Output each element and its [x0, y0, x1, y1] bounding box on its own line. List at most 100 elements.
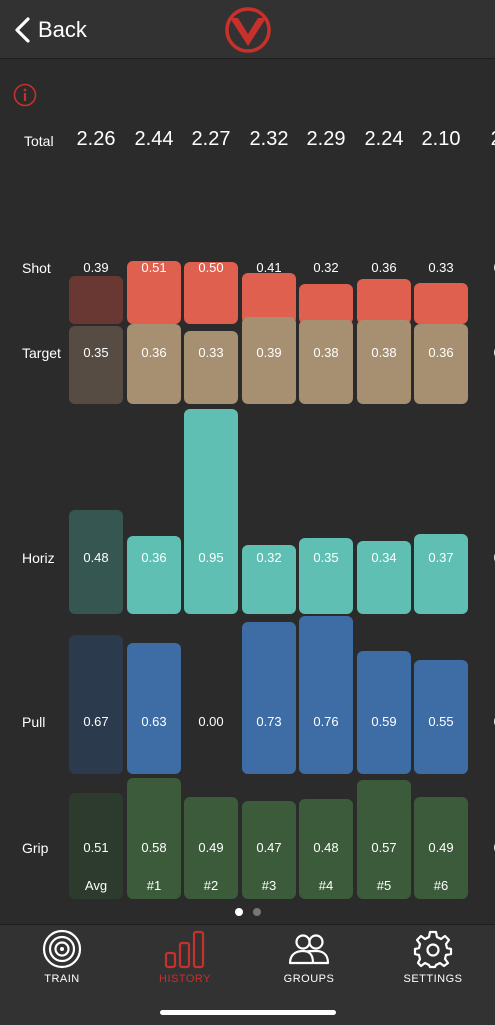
grip-value: 0.51: [83, 840, 109, 855]
grip-value: 0.49: [428, 840, 454, 855]
shot-value: 0.32: [313, 260, 339, 275]
horiz-bar[interactable]: [414, 534, 468, 614]
horiz-value: 0.36: [141, 550, 167, 565]
grip-value: 0.49: [198, 840, 224, 855]
shot-bar[interactable]: [69, 276, 123, 324]
target-rings-icon: [42, 929, 82, 969]
target-value: 0.33: [198, 345, 224, 360]
grip-value: 0.57: [371, 840, 397, 855]
grip-bar[interactable]: [184, 797, 238, 899]
target-bar[interactable]: [299, 320, 353, 404]
users-icon: [288, 934, 330, 965]
pull-value: 0.55: [428, 714, 454, 729]
tab-groups[interactable]: GROUPS: [254, 925, 364, 995]
pull-value: 0.73: [256, 714, 282, 729]
shot-bar[interactable]: [299, 284, 353, 324]
tab-settings[interactable]: SETTINGS: [378, 925, 488, 995]
horiz-bar[interactable]: [184, 409, 238, 614]
row-label-target: Target: [22, 345, 61, 361]
horiz-value: 0.34: [371, 550, 397, 565]
pull-bar[interactable]: [357, 651, 411, 774]
shot-bar[interactable]: [184, 262, 238, 324]
grip-bar[interactable]: [357, 780, 411, 899]
row-label-grip: Grip: [22, 840, 49, 856]
column-label[interactable]: #5: [376, 878, 392, 893]
column-label[interactable]: Avg: [84, 878, 108, 893]
target-value: 0.36: [428, 345, 454, 360]
target-bar[interactable]: [69, 326, 123, 404]
horiz-value: 0.37: [428, 550, 454, 565]
horiz-value: 0.95: [198, 550, 224, 565]
target-bar[interactable]: [414, 324, 468, 404]
target-value: 0.38: [313, 345, 339, 360]
horiz-bar[interactable]: [357, 541, 411, 614]
home-indicator: [160, 1010, 336, 1015]
target-bar[interactable]: [184, 331, 238, 404]
total-value: 2.: [471, 128, 495, 151]
shot-bar[interactable]: [242, 273, 296, 324]
target-value: 0.: [472, 345, 495, 360]
tab-settings-label: SETTINGS: [403, 973, 463, 985]
horiz-bar[interactable]: [242, 545, 296, 614]
tab-history[interactable]: HISTORY: [130, 925, 240, 995]
column-label[interactable]: #2: [203, 878, 219, 893]
column-label[interactable]: #6: [433, 878, 449, 893]
shot-value: 0.51: [141, 260, 167, 275]
pull-bar[interactable]: [69, 635, 123, 774]
target-bar[interactable]: [242, 317, 296, 404]
total-value: 2.24: [364, 128, 404, 150]
page-dot[interactable]: [252, 908, 261, 916]
grip-bar[interactable]: [299, 799, 353, 899]
tab-train-label: TRAIN: [44, 973, 80, 985]
horiz-bar[interactable]: [299, 538, 353, 614]
pull-bar[interactable]: [242, 622, 296, 774]
shot-bar[interactable]: [127, 261, 181, 324]
info-icon[interactable]: [13, 83, 37, 107]
column-label[interactable]: #3: [261, 878, 277, 893]
horiz-bar[interactable]: [127, 536, 181, 614]
grip-bar[interactable]: [127, 778, 181, 899]
shot-value: 0.50: [198, 260, 224, 275]
column-label[interactable]: #1: [146, 878, 162, 893]
total-value: 2.44: [134, 128, 174, 150]
total-value: 2.10: [421, 128, 461, 150]
target-value: 0.38: [371, 345, 397, 360]
shot-value: 0.41: [256, 260, 282, 275]
grip-bar[interactable]: [69, 793, 123, 899]
pull-value: 0.76: [313, 714, 339, 729]
row-label-shot: Shot: [22, 260, 51, 276]
grip-bar[interactable]: [242, 801, 296, 899]
total-value: 2.29: [306, 128, 346, 150]
grip-bar[interactable]: [414, 797, 468, 899]
grip-value: 0.47: [256, 840, 282, 855]
target-bar[interactable]: [357, 320, 411, 404]
pull-bar[interactable]: [299, 616, 353, 774]
column-label[interactable]: #: [471, 878, 495, 893]
pull-value: 0.: [472, 714, 495, 729]
page-indicator[interactable]: [0, 908, 495, 920]
gear-icon: [413, 930, 453, 969]
row-label-horiz: Horiz: [22, 550, 55, 566]
pull-bar[interactable]: [414, 660, 468, 774]
target-value: 0.36: [141, 345, 167, 360]
back-button[interactable]: Back: [12, 14, 87, 46]
target-bar[interactable]: [127, 324, 181, 404]
grip-value: 0.: [472, 840, 495, 855]
tab-train[interactable]: TRAIN: [7, 925, 117, 995]
page-dot[interactable]: [234, 908, 243, 916]
row-label-pull: Pull: [22, 714, 46, 730]
pull-bar[interactable]: [127, 643, 181, 774]
horiz-value: 0.32: [256, 550, 282, 565]
total-value: 2.27: [191, 128, 231, 150]
total-value: 2.26: [76, 128, 116, 150]
horiz-value: 0.48: [83, 550, 109, 565]
horiz-bar[interactable]: [69, 510, 123, 614]
target-value: 0.35: [83, 345, 109, 360]
shot-bar[interactable]: [357, 279, 411, 324]
pull-value: 0.00: [198, 714, 224, 729]
pull-value: 0.63: [141, 714, 167, 729]
column-label[interactable]: #4: [318, 878, 334, 893]
shot-bar[interactable]: [414, 283, 468, 324]
back-label: Back: [38, 17, 87, 42]
history-chart: Total Shot Target Horiz Pull Grip 2.26 0.…: [0, 60, 495, 920]
